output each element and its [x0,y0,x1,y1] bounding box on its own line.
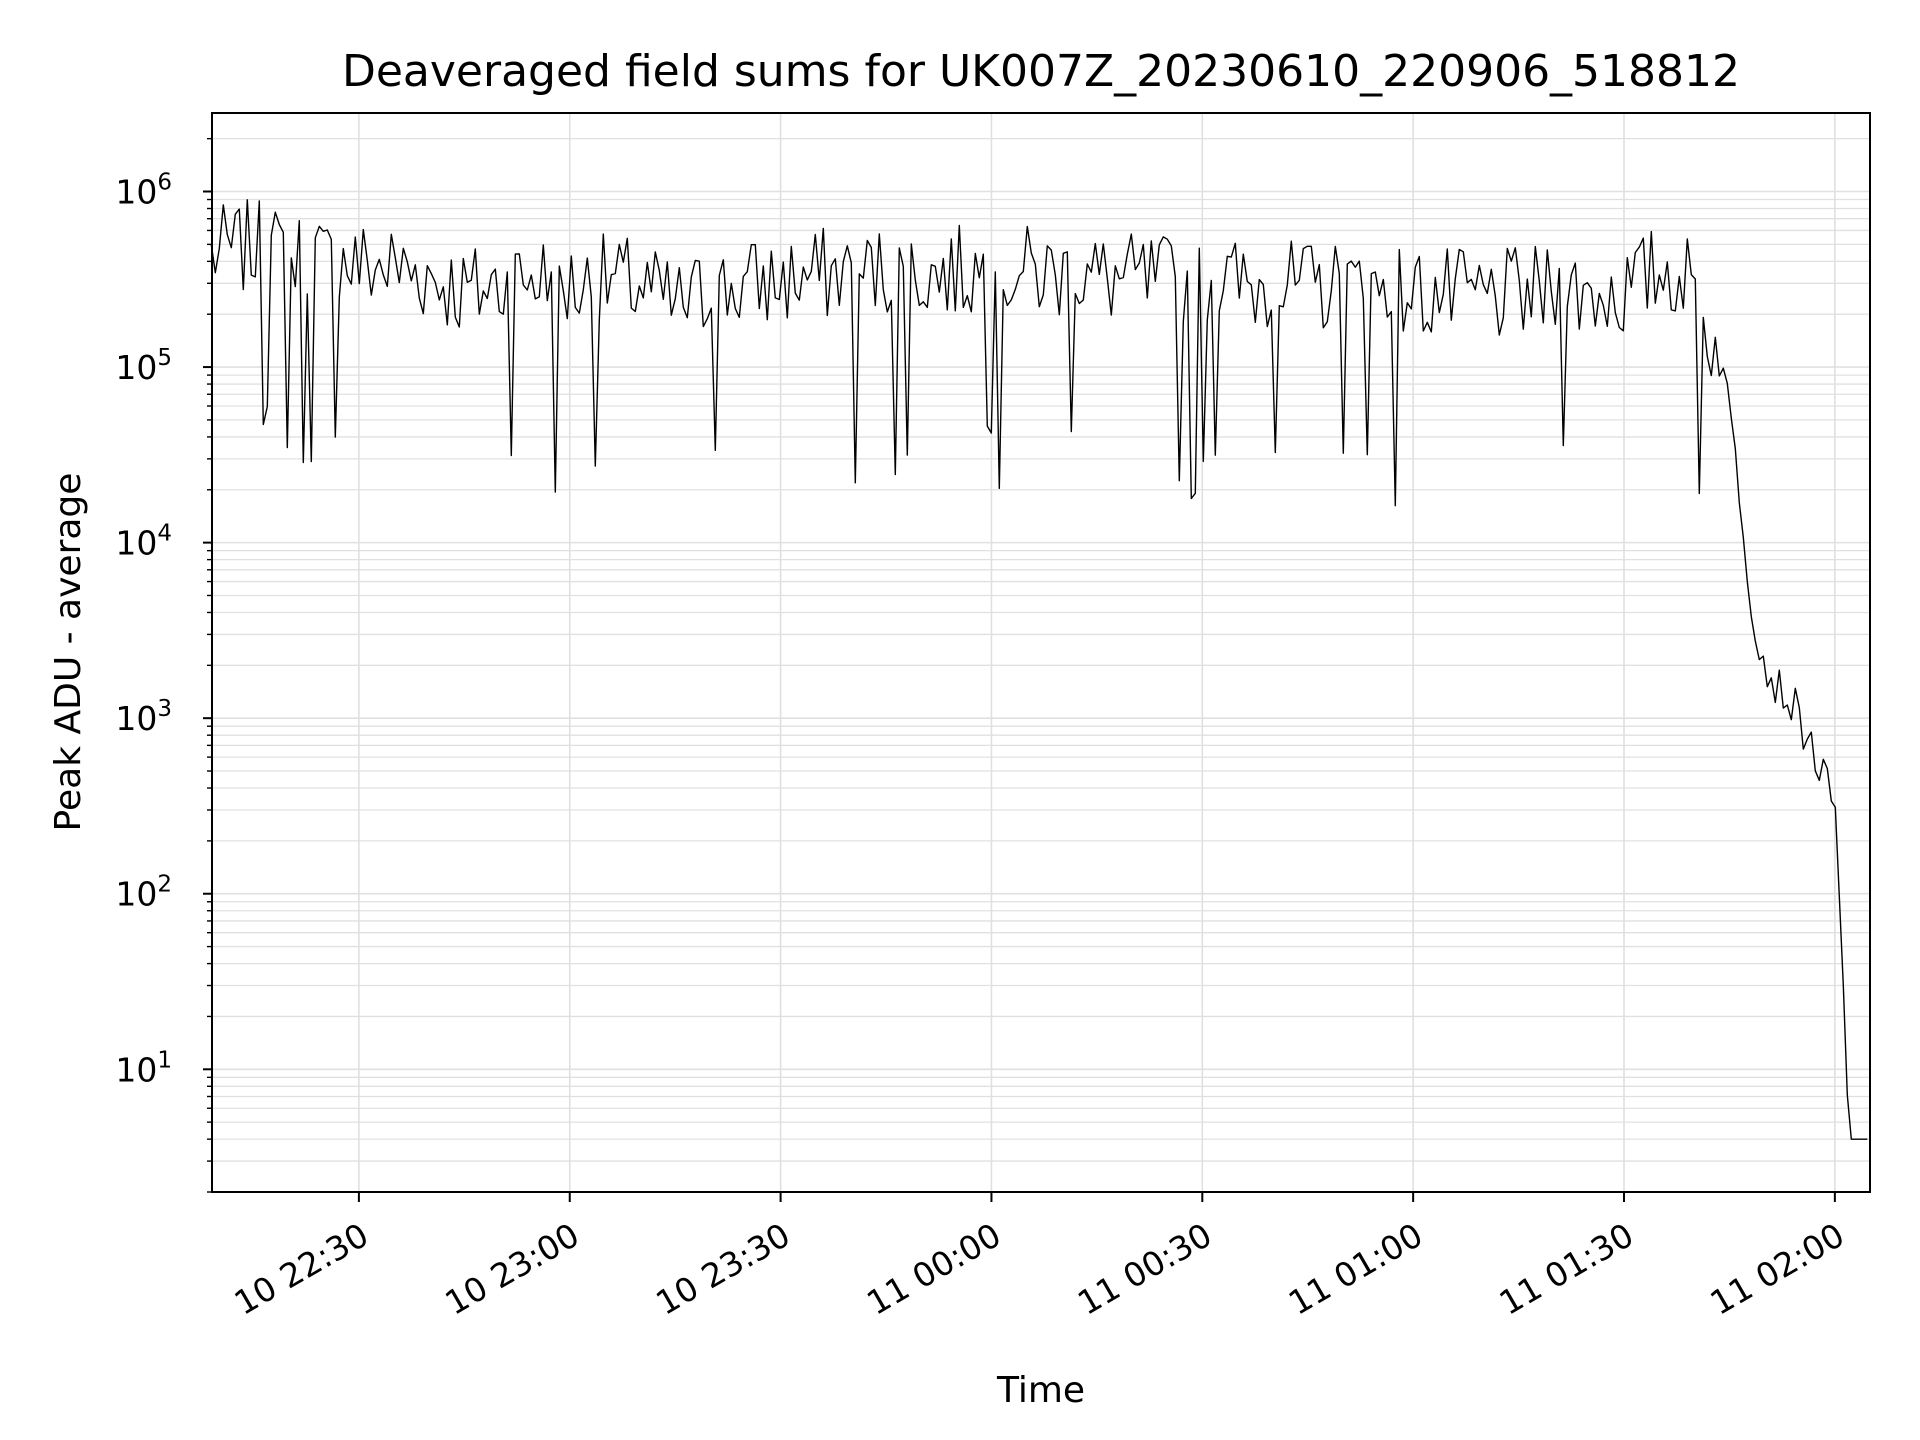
x-axis-label: Time [996,1370,1085,1411]
y-tick-label: 106 [115,170,172,212]
y-tick-exponent: 1 [157,1047,172,1073]
y-tick-exponent: 4 [157,521,172,547]
series-line [210,199,1868,1140]
x-tick-label: 11 02:00 [1704,1215,1851,1323]
y-tick-base: 10 [115,875,157,914]
y-tick-label: 101 [115,1047,172,1089]
y-tick-exponent: 3 [157,696,172,722]
y-tick-label: 104 [115,521,172,563]
x-tick-label: 11 00:00 [860,1215,1007,1323]
x-tick-label: 11 00:30 [1071,1215,1218,1323]
y-tick-base: 10 [115,524,157,563]
plot-frame [211,112,1871,1193]
y-axis-label: Peak ADU - average [48,473,89,832]
y-tick-exponent: 2 [157,872,172,898]
y-tick-exponent: 5 [157,345,172,371]
x-tick-label: 10 23:30 [649,1215,796,1323]
y-tick-exponent: 6 [157,170,172,196]
chart-title: Deaveraged field sums for UK007Z_2023061… [342,46,1740,97]
y-tick-base: 10 [115,699,157,738]
x-tick-label: 11 01:00 [1282,1215,1429,1323]
x-tick-label: 10 23:00 [438,1215,585,1323]
y-tick-label: 103 [115,696,172,738]
grid [212,113,1870,1193]
y-tick-base: 10 [115,1050,157,1089]
x-axis: 10 22:30 10 23:00 10 23:30 11 00:00 11 00:30… [228,1192,1851,1323]
y-tick-base: 10 [115,348,157,387]
x-tick-label: 10 22:30 [228,1215,375,1323]
y-tick-base: 10 [115,173,157,212]
y-tick-label: 105 [115,345,172,387]
y-tick-label: 102 [115,872,172,914]
x-tick-label: 11 01:30 [1493,1215,1640,1323]
